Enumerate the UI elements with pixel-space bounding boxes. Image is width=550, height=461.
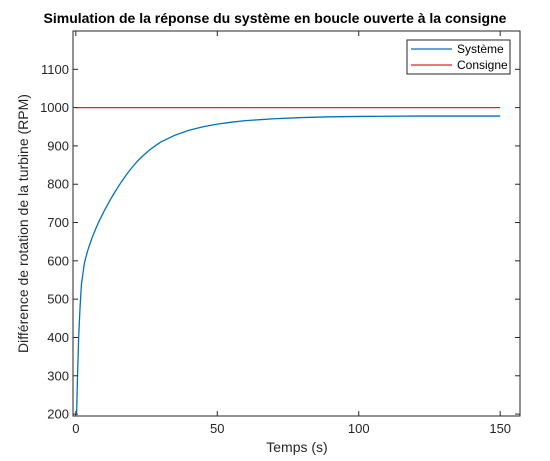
y-tick-label: 200 <box>47 407 69 422</box>
legend: Système Consigne <box>406 39 511 75</box>
y-tick-label: 500 <box>47 292 69 307</box>
chart-title: Simulation de la réponse du système en b… <box>44 10 507 26</box>
ticks-layer: 0 50 100 150 200 300 400 500 600 700 800 900 1000 110… <box>40 31 520 436</box>
x-tick-label: 0 <box>72 421 79 436</box>
plot-area <box>73 31 520 416</box>
series-layer <box>75 106 501 415</box>
y-tick-label: 1000 <box>40 100 69 115</box>
axes-box <box>72 30 521 417</box>
y-tick-label: 700 <box>47 215 69 230</box>
y-axis-label: Différence de rotation de la turbine (RP… <box>15 94 31 353</box>
x-tick-label: 100 <box>348 421 370 436</box>
y-tick-label: 900 <box>47 138 69 153</box>
y-tick-label: 400 <box>47 330 69 345</box>
y-tick-label: 600 <box>47 253 69 268</box>
legend-label-consigne: Consigne <box>457 58 508 72</box>
y-tick-label: 300 <box>47 368 69 383</box>
x-tick-label: 150 <box>489 421 511 436</box>
x-axis-label: Temps (s) <box>266 439 327 455</box>
legend-box <box>406 39 511 75</box>
x-tick-label: 50 <box>210 421 224 436</box>
legend-label-systeme: Système <box>457 42 504 56</box>
y-tick-label: 800 <box>47 177 69 192</box>
y-tick-label: 1100 <box>41 62 69 77</box>
series-line-systeme <box>75 115 501 415</box>
